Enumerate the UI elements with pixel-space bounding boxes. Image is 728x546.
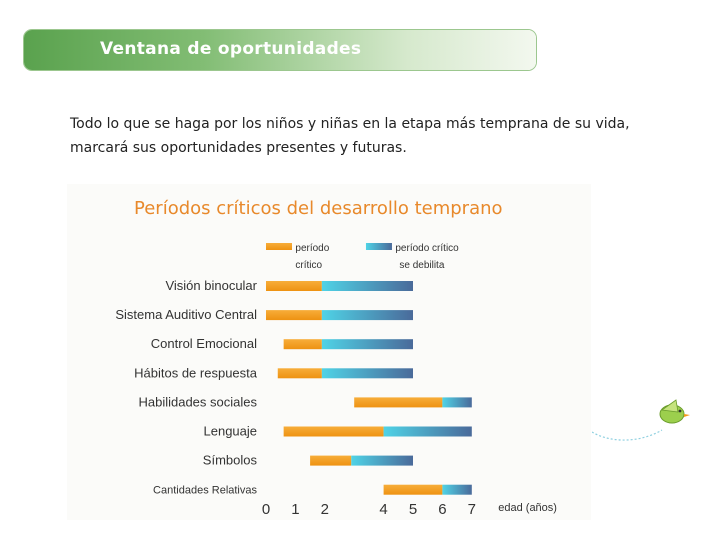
critical-periods-chart: Períodos críticos del desarrollo tempran… [115, 198, 557, 518]
x-axis-label: edad (años) [498, 502, 557, 514]
x-tick-label: 1 [291, 501, 299, 518]
category-label: Hábitos de respuesta [134, 365, 258, 380]
x-tick-label: 6 [438, 501, 446, 518]
legend-label: período crítico [395, 243, 459, 254]
bar-weakening [321, 281, 413, 291]
title-bar: Ventana de oportunidades [24, 30, 536, 70]
bird-doodle-icon [592, 399, 690, 441]
legend-label: se debilita [399, 260, 444, 271]
legend: período crítico período crítico se debilita [266, 243, 459, 271]
x-tick-label: 0 [262, 501, 270, 518]
bar-weakening [383, 426, 472, 437]
category-label: Control Emocional [151, 336, 257, 351]
chart-title: Períodos críticos del desarrollo tempran… [134, 198, 503, 219]
bar-weakening [351, 455, 413, 466]
bar-weakening [442, 484, 472, 495]
intro-paragraph: Todo lo que se haga por los niños y niña… [70, 116, 630, 156]
bar-critical [310, 455, 352, 466]
bar-weakening [321, 310, 413, 321]
bar-weakening [321, 339, 413, 350]
bar-critical [383, 484, 443, 495]
x-axis: 0 1 2 4 5 6 7 edad (años) [262, 501, 557, 518]
x-tick-label: 2 [321, 501, 329, 518]
x-tick-label: 4 [379, 501, 387, 518]
bar-critical [283, 339, 322, 350]
legend-label: crítico [295, 260, 322, 271]
category-label: Sistema Auditivo Central [115, 307, 257, 322]
x-tick-label: 7 [468, 501, 476, 518]
legend-label: período [295, 243, 329, 254]
legend-swatch-weakening [365, 243, 392, 250]
category-label: Cantidades Relativas [153, 485, 257, 497]
bar-weakening [321, 368, 413, 379]
chart-panel: Períodos críticos del desarrollo tempran… [67, 184, 591, 520]
bar-critical [266, 310, 322, 321]
category-label: Lenguaje [204, 424, 258, 439]
chart-rows: Visión binocular Sistema Auditivo Central… [115, 278, 472, 497]
bar-critical [283, 426, 384, 437]
bar-critical [277, 368, 322, 379]
bar-critical [266, 281, 322, 291]
bar-critical [354, 397, 443, 408]
category-label: Símbolos [203, 453, 258, 468]
legend-swatch-critical [266, 243, 292, 250]
bar-weakening [442, 397, 472, 408]
page-title: Ventana de oportunidades [100, 39, 362, 59]
category-label: Habilidades sociales [138, 394, 257, 409]
category-label: Visión binocular [165, 278, 257, 293]
x-tick-label: 5 [409, 501, 417, 518]
